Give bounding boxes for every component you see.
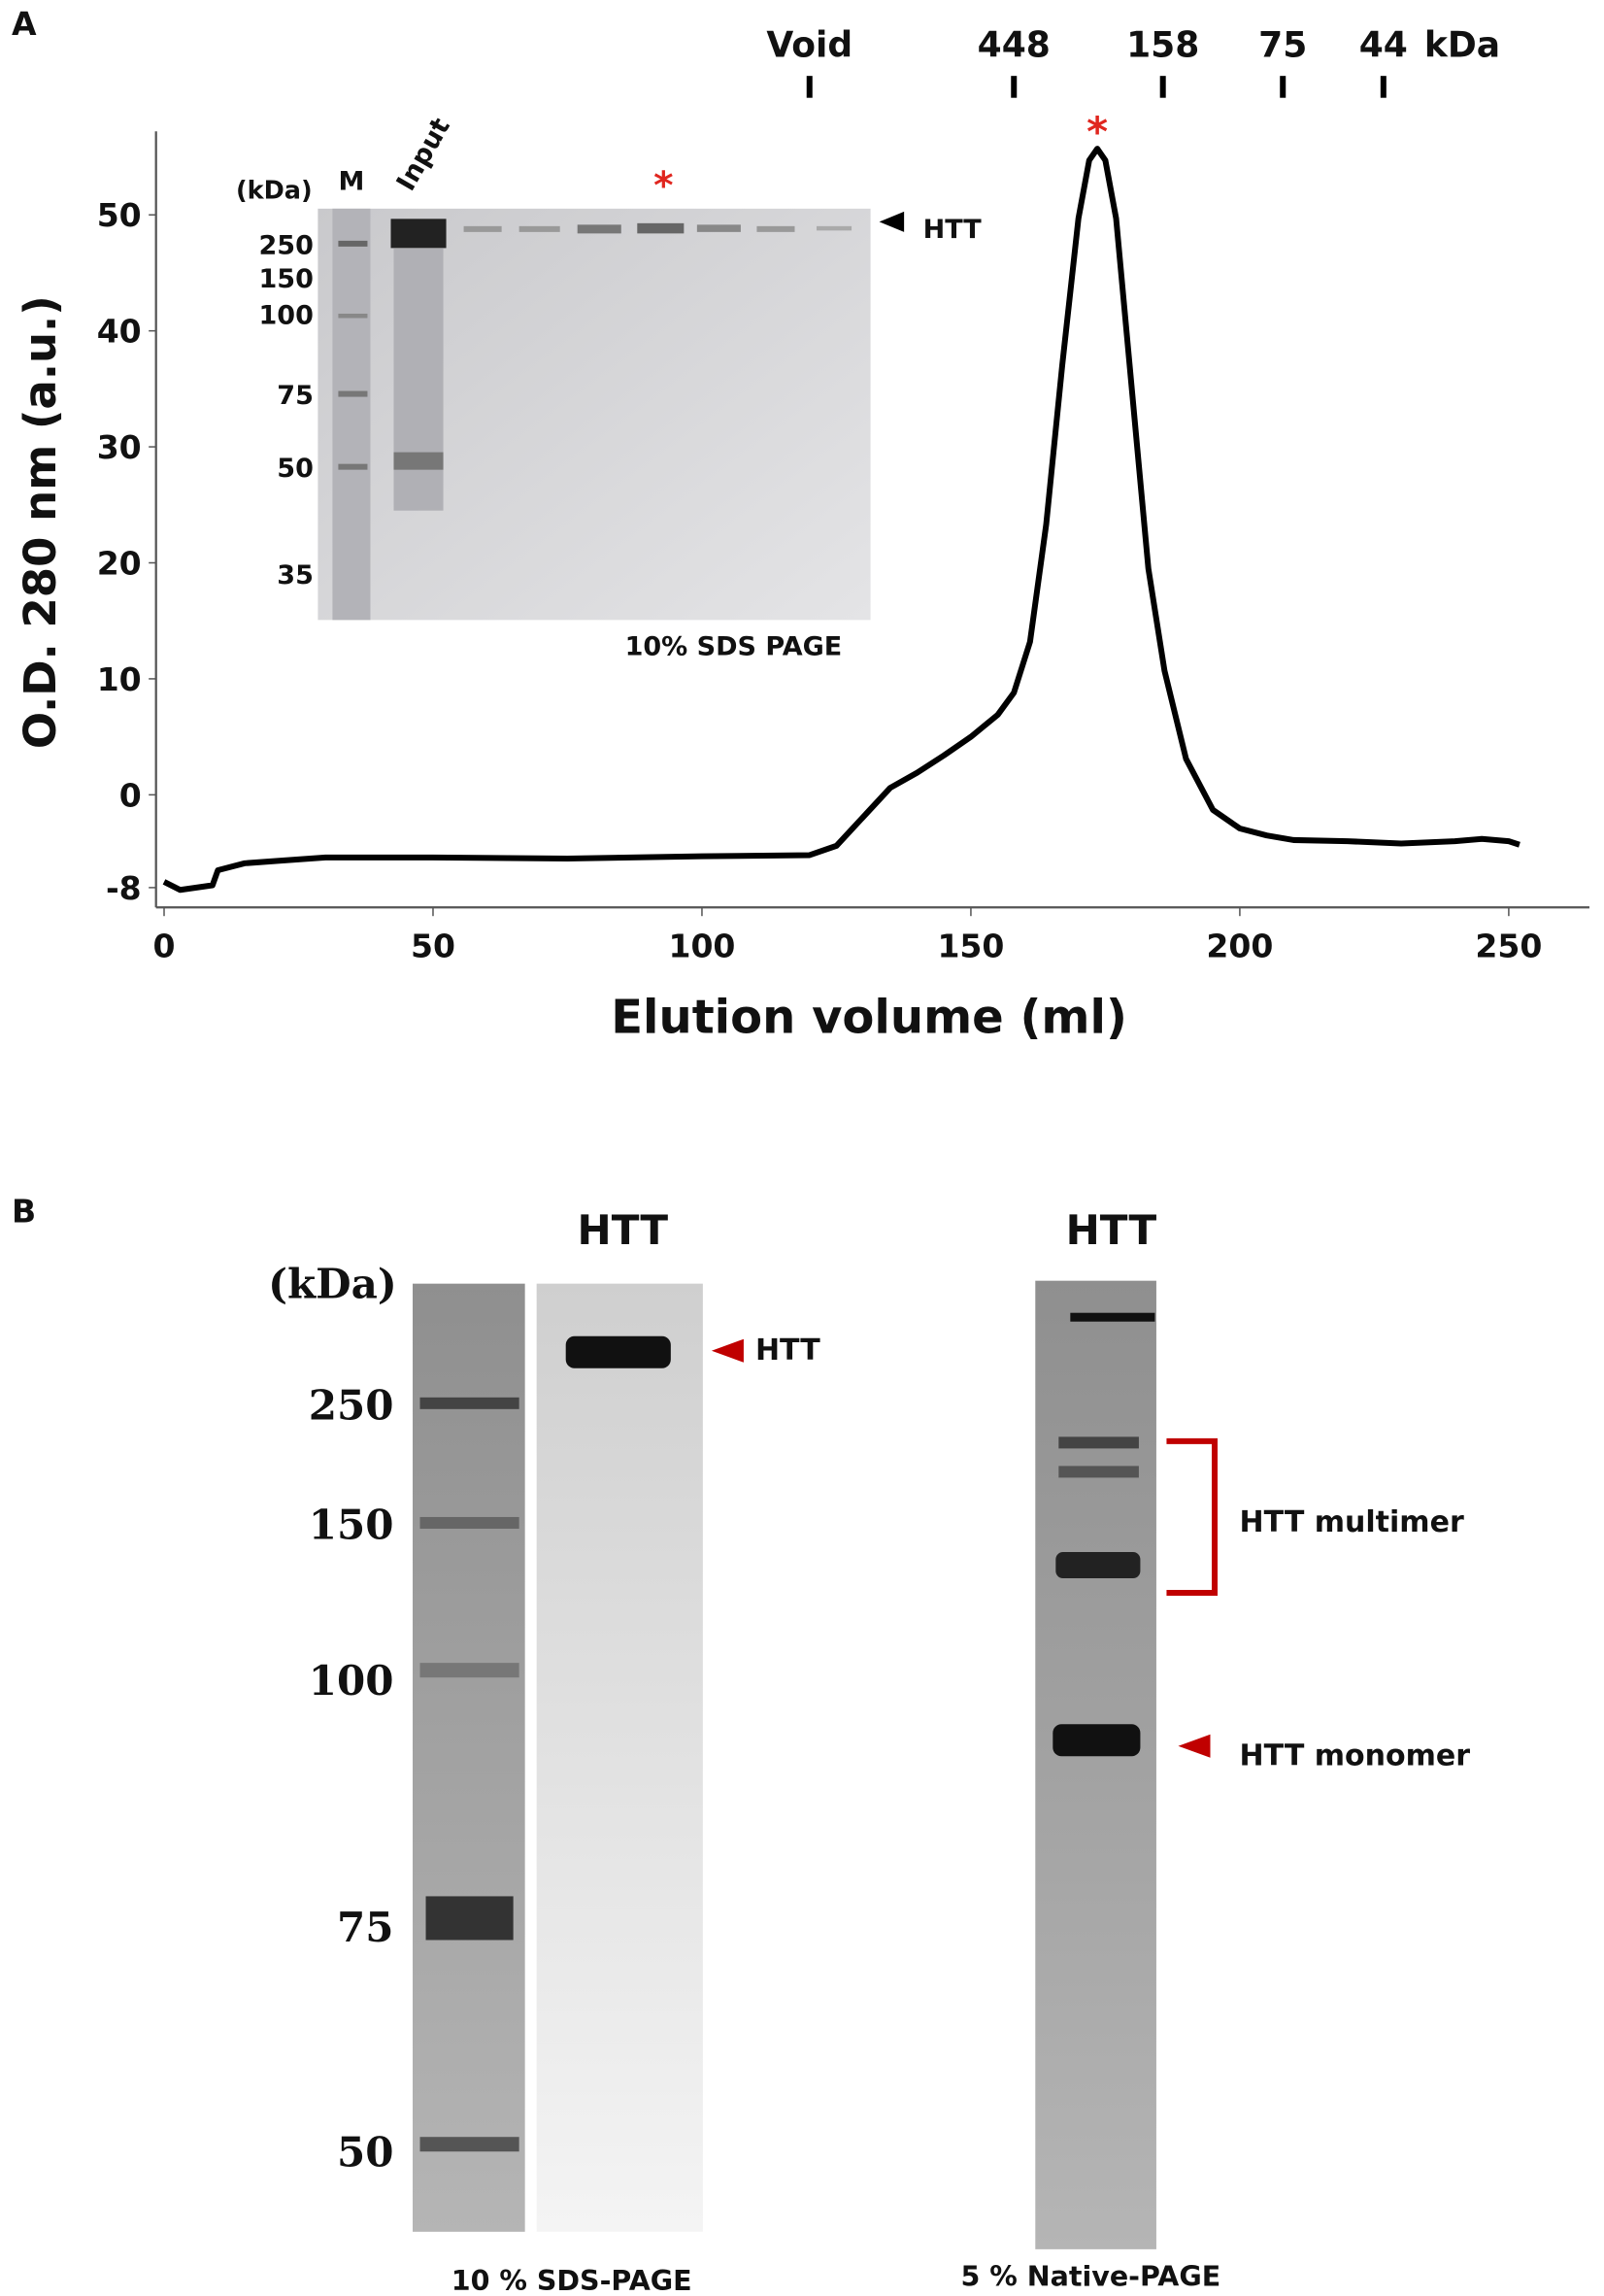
- ladder-label: 250: [309, 1381, 394, 1429]
- x-tick-label: 250: [1475, 927, 1542, 964]
- ladder-label: 100: [258, 300, 313, 330]
- y-tick-label: -8: [106, 869, 142, 907]
- x-tick-label: 50: [411, 927, 455, 964]
- star: *: [653, 164, 673, 208]
- size-marker-label: 75: [1258, 26, 1307, 66]
- caption: 10 % SDS-PAGE: [451, 2265, 692, 2296]
- panel-label: A: [12, 5, 37, 43]
- y-tick-label: 30: [97, 428, 142, 466]
- lane-label: M: [338, 166, 364, 196]
- size-marker-label: 448: [978, 26, 1051, 66]
- inset-gel: [317, 208, 905, 621]
- elution-curve: [162, 146, 1520, 894]
- size-marker-label: Void: [766, 26, 852, 66]
- panel-label: B: [12, 1193, 36, 1231]
- unit-label: (kDa): [268, 1261, 397, 1308]
- x-tick-label: 200: [1206, 927, 1273, 964]
- caption: 5 % Native-PAGE: [960, 2260, 1220, 2292]
- size-marker-label: 44: [1359, 26, 1408, 66]
- ladder-label: 150: [258, 264, 313, 294]
- ladder-label: 75: [277, 381, 314, 411]
- x-tick-label: 150: [937, 927, 1004, 964]
- y-tick-label: 20: [97, 545, 142, 583]
- y-tick-label: 50: [97, 196, 142, 234]
- peak-star: *: [1086, 108, 1108, 155]
- ladder-label: 150: [309, 1501, 394, 1548]
- y-tick-label: 0: [119, 776, 142, 814]
- y-tick-label: 10: [97, 660, 142, 698]
- ladder-label: 35: [277, 560, 314, 591]
- caption: 10% SDS PAGE: [625, 631, 843, 661]
- ladder-label: 50: [277, 454, 314, 484]
- ladder-label: 100: [309, 1657, 394, 1705]
- y-axis-title: O.D. 280 nm (a.u.): [15, 295, 66, 749]
- band-label: HTT multimer: [1240, 1505, 1464, 1539]
- ladder-label: 250: [258, 230, 313, 260]
- unit-label: (kDa): [236, 176, 313, 205]
- band-label: HTT: [755, 1334, 820, 1367]
- band-label: HTT: [923, 215, 983, 245]
- ladder-label: 50: [337, 2128, 394, 2176]
- x-axis-title: Elution volume (ml): [611, 990, 1127, 1044]
- band-label: HTT monomer: [1240, 1739, 1471, 1773]
- size-marker-label: 158: [1126, 26, 1199, 66]
- size-marker-unit: kDa: [1424, 26, 1500, 66]
- x-tick-label: 0: [153, 927, 176, 964]
- gel-title: HTT: [578, 1206, 669, 1254]
- lane-label: Input: [391, 113, 456, 196]
- ladder-label: 75: [337, 1904, 394, 1951]
- gel-title: HTT: [1066, 1206, 1157, 1254]
- x-tick-label: 100: [668, 927, 735, 964]
- y-tick-label: 40: [97, 313, 142, 351]
- gel-images: [413, 1280, 1219, 2249]
